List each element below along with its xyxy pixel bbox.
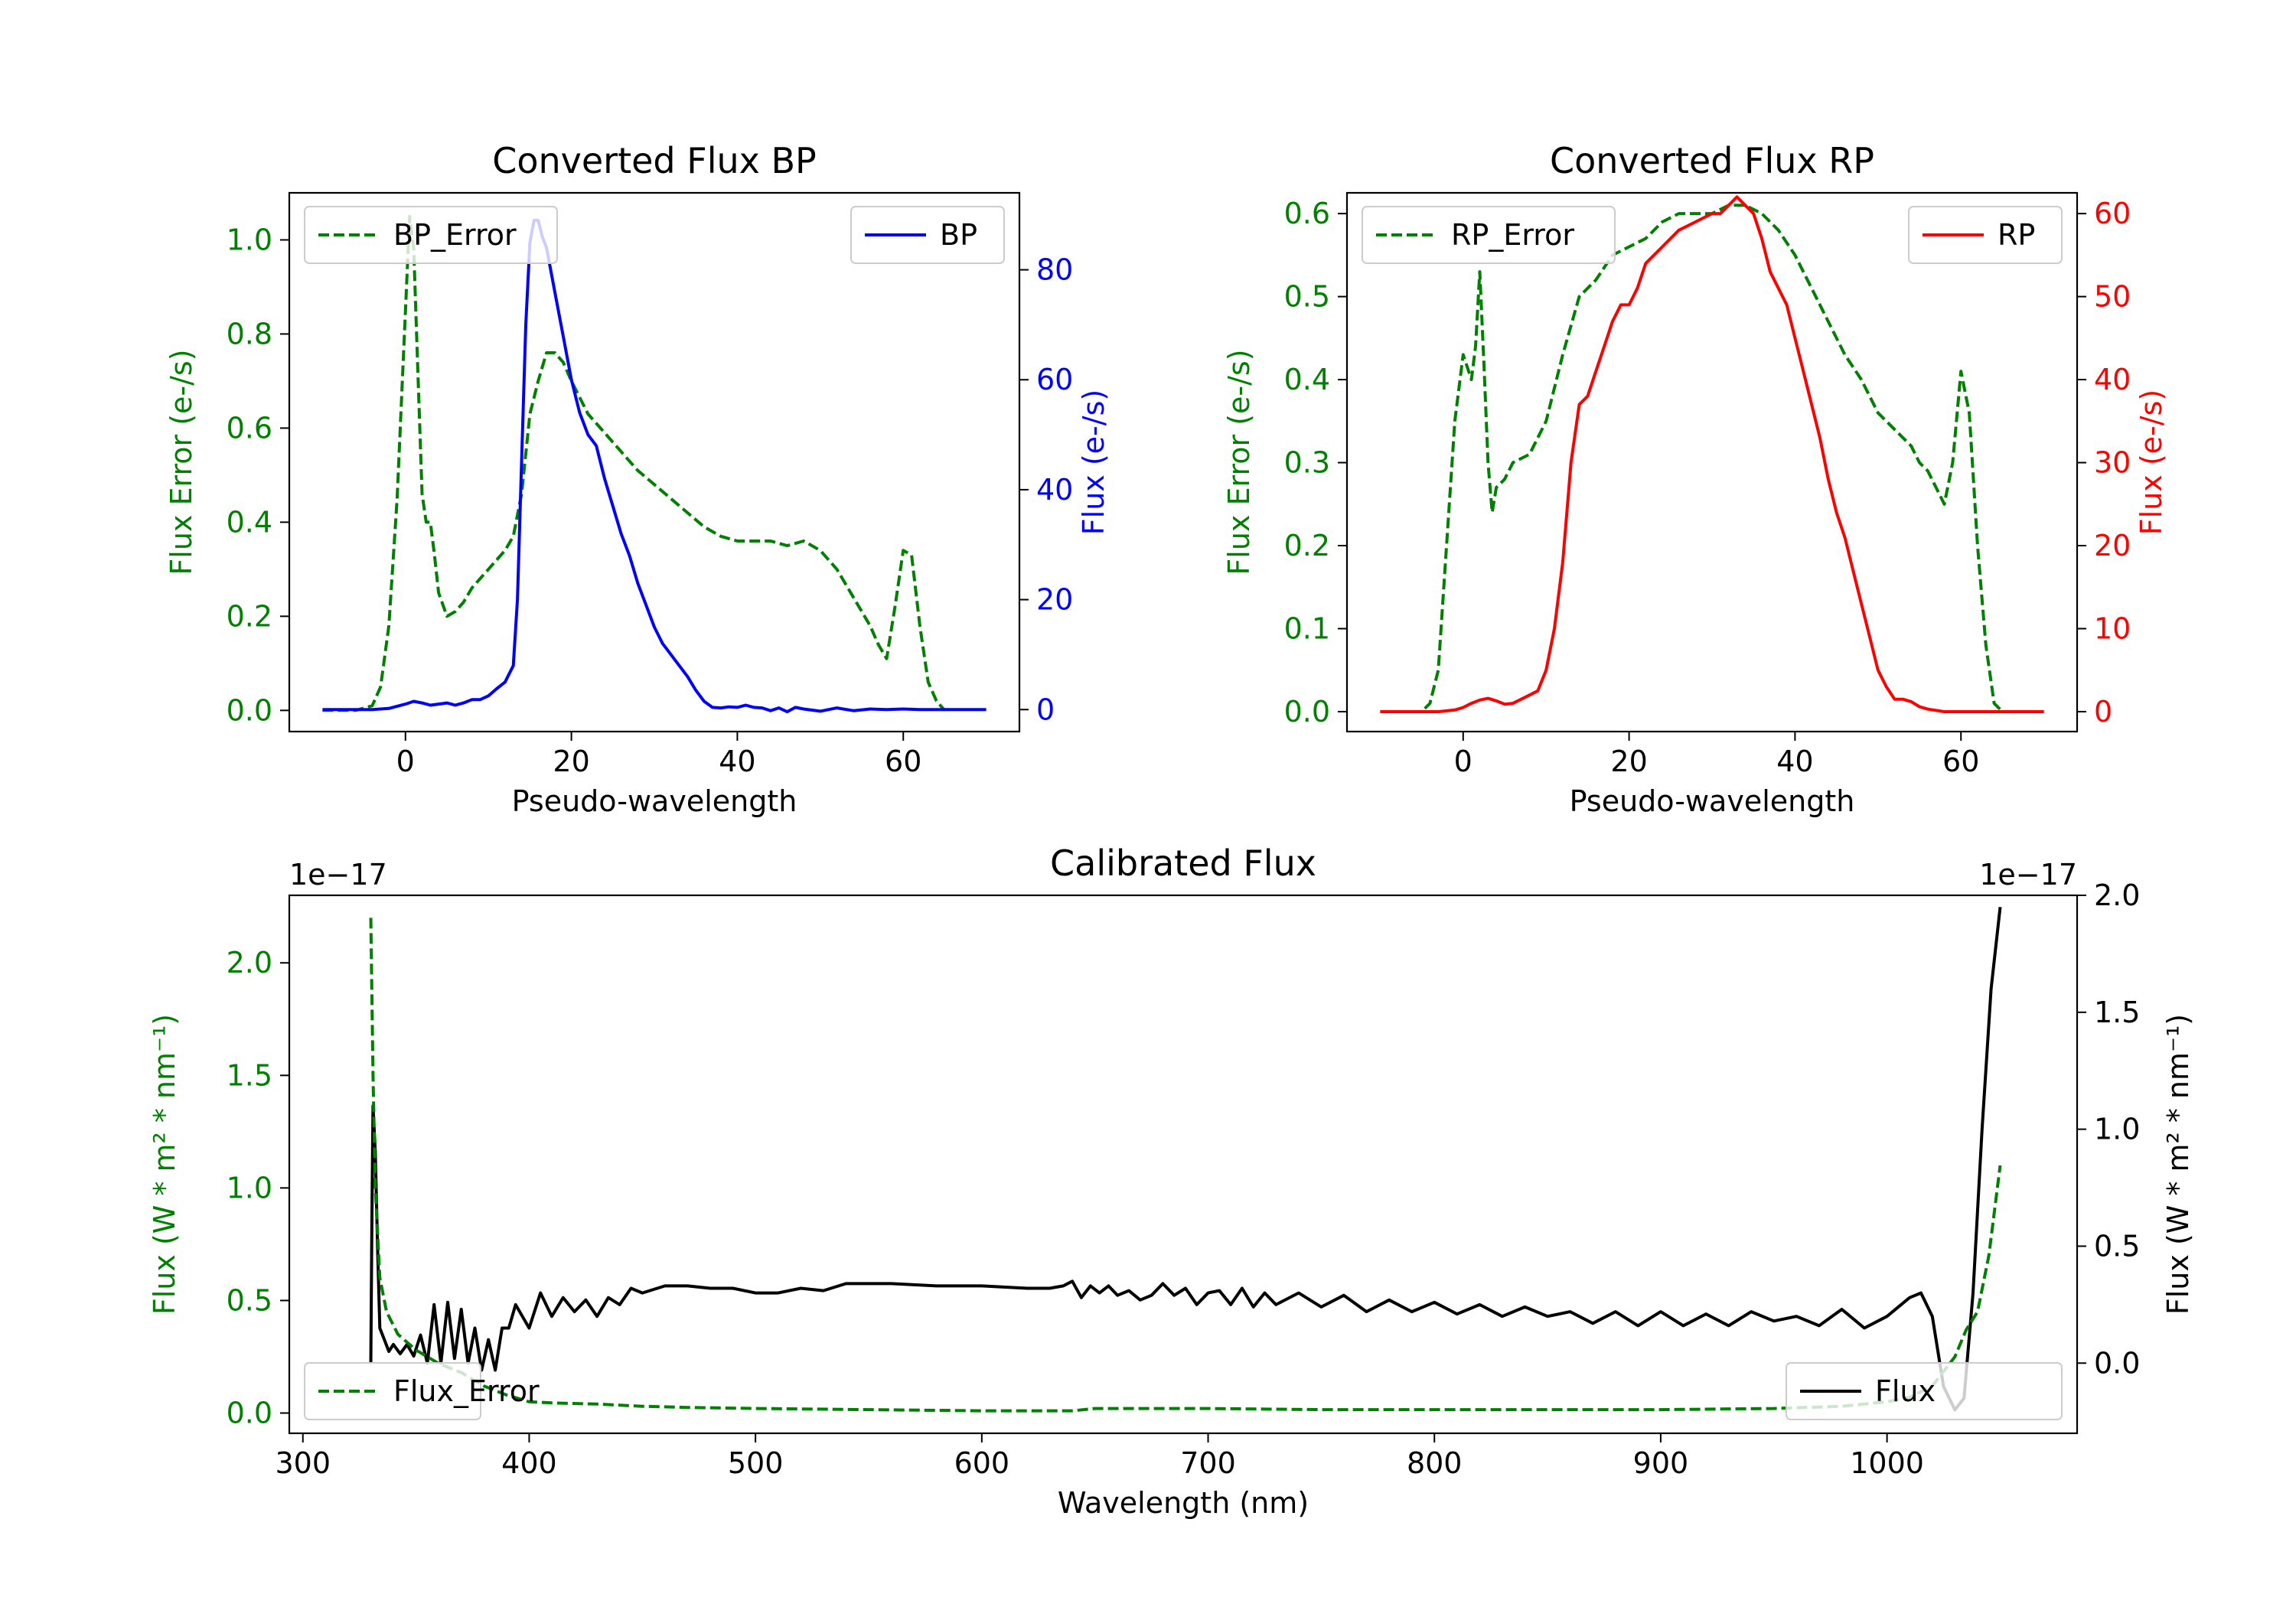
- left-y-axis-label: Flux Error (e-/s): [1222, 349, 1256, 575]
- x-tick-label: 700: [1180, 1446, 1236, 1480]
- right-y-tick-label: 0.5: [2094, 1229, 2140, 1263]
- legend-rp-error: RP_Error: [1362, 206, 1616, 264]
- left-y-tick-label: 0.0: [1284, 695, 1330, 729]
- right-y-axis-label: Flux (W * m² * nm⁻¹): [2161, 1014, 2195, 1315]
- x-tick-label: 20: [553, 745, 589, 778]
- x-tick-label: 500: [728, 1446, 784, 1480]
- x-tick-label: 800: [1407, 1446, 1463, 1480]
- x-axis-label: Pseudo-wavelength: [1570, 784, 1855, 818]
- legend-label: Flux_Error: [393, 1374, 540, 1408]
- right-y-tick-label: 0: [1036, 693, 1055, 726]
- legend-frame: [304, 206, 558, 264]
- panel-bp: Converted Flux BP 0 20 40 60 Pseudo-wavelengt…: [165, 140, 1110, 818]
- legend-frame: [1786, 1362, 2063, 1420]
- panel-rp: Converted Flux RP 0 20 40 60 Pseudo-wavelengt…: [1222, 140, 2168, 818]
- legend-label: RP: [1998, 218, 2035, 252]
- right-y-tick-label: 80: [1036, 253, 1073, 287]
- right-y-tick-label: 10: [2094, 611, 2131, 645]
- right-y-tick-label: 30: [2094, 446, 2131, 480]
- left-y-tick-label: 1.0: [227, 223, 272, 256]
- x-tick-label: 400: [501, 1446, 557, 1480]
- x-tick-label: 40: [1776, 745, 1813, 778]
- right-y-tick-label: 0.0: [2094, 1346, 2140, 1380]
- x-tick-label: 0: [1454, 745, 1473, 778]
- plot-frame: [288, 191, 1021, 733]
- left-y-tick-label: 0.5: [227, 1283, 272, 1317]
- right-y-axis-label: Flux (e-/s): [2135, 390, 2168, 535]
- x-axis-label: Pseudo-wavelength: [512, 784, 797, 818]
- legend-flux-error: Flux_Error: [304, 1362, 540, 1420]
- left-y-tick-label: 1.0: [227, 1171, 272, 1204]
- series-line-bp-error: [322, 214, 946, 712]
- left-y-tick-label: 0.8: [227, 317, 272, 350]
- right-y-tick-label: 40: [1036, 473, 1073, 507]
- legend-flux: Flux: [1786, 1362, 2063, 1420]
- x-tick-label: 20: [1610, 745, 1647, 778]
- right-axis-multiplier: 1e−17: [1979, 858, 2077, 892]
- x-tick-label: 300: [275, 1446, 331, 1480]
- right-y-tick-label: 0: [2094, 695, 2112, 729]
- left-y-tick-label: 1.5: [227, 1058, 272, 1092]
- x-axis-label: Wavelength (nm): [1058, 1486, 1309, 1520]
- legend-frame: [1908, 206, 2063, 264]
- left-y-axis-label: Flux Error (e-/s): [165, 349, 198, 575]
- left-axis-multiplier: 1e−17: [289, 858, 387, 892]
- plot-frame: [288, 894, 2079, 1435]
- legend-bp-error: BP_Error: [304, 206, 558, 264]
- x-tick-label: 900: [1633, 1446, 1689, 1480]
- right-y-tick-label: 1.5: [2094, 996, 2140, 1029]
- legend-frame: [850, 206, 1005, 264]
- left-y-tick-label: 0.3: [1284, 446, 1330, 480]
- right-y-tick-label: 1.0: [2094, 1113, 2140, 1146]
- left-y-tick-label: 0.5: [1284, 280, 1330, 314]
- right-y-tick-label: 50: [2094, 280, 2131, 314]
- right-y-tick-label: 60: [2094, 197, 2131, 230]
- left-y-tick-label: 0.0: [227, 693, 272, 727]
- x-tick-label: 0: [396, 745, 415, 778]
- series-line-flux-error: [369, 918, 2002, 1413]
- right-y-tick-label: 60: [1036, 363, 1073, 396]
- legend-frame: [304, 1362, 481, 1420]
- series-line-rp-error: [1380, 204, 2004, 713]
- chart-title: Calibrated Flux: [1050, 843, 1316, 884]
- chart-title: Converted Flux RP: [1550, 140, 1874, 181]
- legend-label: BP_Error: [393, 218, 517, 252]
- plot-frame: [1345, 191, 2079, 733]
- left-y-tick-label: 0.6: [227, 411, 272, 445]
- right-y-tick-label: 20: [2094, 529, 2131, 562]
- right-y-axis-label: Flux (e-/s): [1077, 390, 1110, 535]
- legend-bp: BP: [850, 206, 1005, 264]
- x-tick-label: 1000: [1850, 1446, 1924, 1480]
- legend-rp: RP: [1908, 206, 2063, 264]
- series-line-bp: [322, 218, 987, 714]
- series-line-flux: [369, 907, 2002, 1412]
- left-y-tick-label: 0.4: [227, 505, 272, 539]
- right-y-tick-label: 40: [2094, 363, 2131, 396]
- x-tick-label: 60: [885, 745, 921, 778]
- x-tick-label: 600: [954, 1446, 1010, 1480]
- legend-frame: [1362, 206, 1616, 264]
- panel-calib: Calibrated Flux 300 400 500 600 700 800 900 1000…: [148, 843, 2195, 1520]
- legend-label: BP: [940, 218, 977, 252]
- right-y-tick-label: 20: [1036, 583, 1073, 617]
- left-y-tick-label: 0.1: [1284, 611, 1330, 645]
- left-y-tick-label: 0.2: [1284, 529, 1330, 562]
- legend-label: RP_Error: [1451, 218, 1574, 252]
- x-tick-label: 60: [1942, 745, 1979, 778]
- left-y-axis-label: Flux (W * m² * nm⁻¹): [148, 1014, 181, 1315]
- legend-label: Flux: [1875, 1374, 1936, 1408]
- series-line-rp: [1380, 195, 2044, 713]
- chart-title: Converted Flux BP: [492, 140, 817, 181]
- left-y-tick-label: 0.0: [227, 1397, 272, 1430]
- x-tick-label: 40: [719, 745, 755, 778]
- left-y-tick-label: 0.6: [1284, 197, 1330, 230]
- left-y-tick-label: 0.2: [227, 599, 272, 633]
- left-y-tick-label: 0.4: [1284, 363, 1330, 396]
- left-y-tick-label: 2.0: [227, 946, 272, 980]
- right-y-tick-label: 2.0: [2094, 878, 2140, 912]
